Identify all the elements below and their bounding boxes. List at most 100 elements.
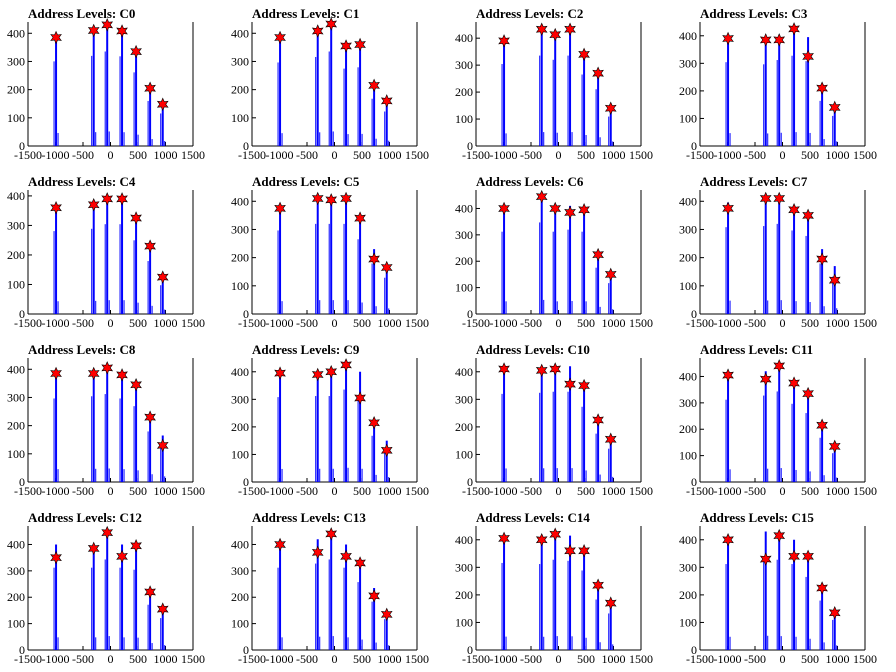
y-tick-label: 400 xyxy=(231,26,249,40)
x-tick-label: 500 xyxy=(801,652,819,666)
peak-marker-star xyxy=(773,191,786,206)
peak-marker-star xyxy=(325,17,338,31)
x-tick-label: 500 xyxy=(801,148,819,162)
x-tick-label: 500 xyxy=(353,652,371,666)
peak-marker-star xyxy=(549,27,562,42)
y-tick-label: 0 xyxy=(243,307,249,321)
peak-marker-star xyxy=(773,33,786,47)
x-tick-label: 1500 xyxy=(181,148,205,162)
peak-marker-star xyxy=(101,361,114,375)
x-tick-label: -1000 xyxy=(714,484,742,498)
peak-marker-star xyxy=(354,556,366,570)
x-tick-label: 0 xyxy=(780,316,786,330)
peak-marker-star xyxy=(498,201,510,216)
x-tick-label: -1500 xyxy=(686,484,714,498)
y-tick-label: 300 xyxy=(7,390,25,404)
peak-marker-star xyxy=(592,578,604,592)
peak-marker-star xyxy=(144,585,156,599)
x-tick-label: 1000 xyxy=(378,484,402,498)
y-tick-label: 300 xyxy=(679,560,697,574)
y-tick-label: 200 xyxy=(679,84,697,98)
x-tick-label: -500 xyxy=(296,316,318,330)
x-tick-label: 0 xyxy=(108,148,114,162)
x-tick-label: -1000 xyxy=(490,484,518,498)
x-tick-label: 0 xyxy=(332,316,338,330)
y-tick-label: 100 xyxy=(231,447,249,461)
x-tick-label: 500 xyxy=(353,148,371,162)
y-tick-label: 300 xyxy=(455,560,473,574)
y-tick-label: 100 xyxy=(7,111,25,125)
x-tick-label: 1000 xyxy=(826,316,850,330)
y-tick-label: 200 xyxy=(7,590,25,604)
x-tick-label: 0 xyxy=(108,652,114,666)
peak-marker-star xyxy=(87,198,100,212)
peak-marker-star xyxy=(340,39,352,53)
y-tick-label: 0 xyxy=(243,139,249,153)
chart-title: Address Levels: C10 xyxy=(476,342,590,357)
peak-marker-star xyxy=(368,252,380,266)
x-tick-label: 500 xyxy=(129,316,147,330)
x-tick-label: 1000 xyxy=(602,316,626,330)
x-tick-label: -1000 xyxy=(42,652,70,666)
y-tick-label: 100 xyxy=(679,449,697,463)
peak-marker-star xyxy=(549,201,562,216)
peak-marker-star xyxy=(564,22,576,37)
chart-panel-c6: Address Levels: C6 0 100 200 300 400 -1500 -100… xyxy=(455,174,653,330)
peak-marker-star xyxy=(578,544,590,558)
chart-title: Address Levels: C2 xyxy=(476,6,583,21)
x-tick-label: -1000 xyxy=(490,148,518,162)
peak-marker-star xyxy=(354,391,366,405)
chart-title: Address Levels: C8 xyxy=(28,342,136,357)
x-tick-label: 500 xyxy=(129,652,147,666)
y-tick-label: 200 xyxy=(455,420,473,434)
y-tick-label: 100 xyxy=(7,617,25,631)
peak-marker-star xyxy=(50,30,62,45)
x-tick-label: 1000 xyxy=(826,652,850,666)
peak-marker-star xyxy=(828,100,841,115)
y-tick-label: 0 xyxy=(691,475,697,489)
y-tick-label: 0 xyxy=(467,307,473,321)
peak-marker-star xyxy=(50,550,62,565)
peak-marker-star xyxy=(564,377,576,391)
peak-marker-star xyxy=(549,362,562,376)
x-tick-label: -1500 xyxy=(686,148,714,162)
peak-marker-star xyxy=(773,528,786,543)
peak-marker-star xyxy=(604,596,617,610)
y-tick-label: 200 xyxy=(7,83,25,97)
x-tick-label: 1500 xyxy=(181,652,205,666)
chart-title: Address Levels: C7 xyxy=(700,174,808,189)
x-tick-label: -1000 xyxy=(266,484,294,498)
peak-marker-star xyxy=(325,193,338,207)
y-tick-label: 0 xyxy=(467,139,473,153)
peak-marker-star xyxy=(87,23,100,38)
x-tick-label: 1000 xyxy=(826,484,850,498)
x-tick-label: 0 xyxy=(108,484,114,498)
peak-marker-star xyxy=(828,606,841,620)
x-tick-label: 1500 xyxy=(405,484,429,498)
y-tick-label: 300 xyxy=(231,392,249,406)
peak-marker-star xyxy=(498,362,510,376)
chart-panel-c0: Address Levels: C0 0 100 200 300 400 -1500 -100… xyxy=(7,6,205,162)
peak-marker-star xyxy=(816,418,828,433)
x-tick-label: -500 xyxy=(296,148,318,162)
x-tick-label: 1000 xyxy=(378,316,402,330)
x-tick-label: 1000 xyxy=(602,652,626,666)
x-tick-label: -1000 xyxy=(714,652,742,666)
peak-marker-star xyxy=(578,203,590,217)
x-tick-label: -1000 xyxy=(714,316,742,330)
x-tick-label: 500 xyxy=(353,484,371,498)
y-tick-label: 100 xyxy=(679,111,697,125)
chart-panel-c11: Address Levels: C11 0 100 200 300 400 -1500 -10… xyxy=(679,342,877,498)
y-tick-label: 400 xyxy=(679,369,697,383)
chart-panel-c3: Address Levels: C3 0 100 200 300 400 -1500 -100… xyxy=(679,6,877,162)
peak-marker-star xyxy=(578,47,590,62)
x-tick-label: 1000 xyxy=(378,148,402,162)
x-tick-label: 1000 xyxy=(154,148,178,162)
peak-marker-star xyxy=(802,208,814,223)
peak-marker-star xyxy=(828,439,841,454)
peak-marker-star xyxy=(311,191,324,206)
x-tick-label: -1000 xyxy=(42,316,70,330)
y-tick-label: 300 xyxy=(7,54,25,68)
x-tick-label: 1500 xyxy=(405,148,429,162)
